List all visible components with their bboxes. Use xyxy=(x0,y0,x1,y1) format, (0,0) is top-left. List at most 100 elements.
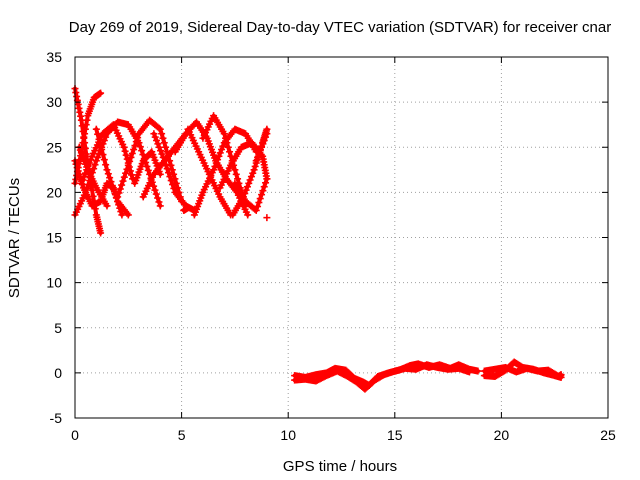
data-point-interp xyxy=(167,177,175,185)
data-point xyxy=(82,188,90,196)
data-point xyxy=(263,214,271,222)
data-point-interp xyxy=(143,162,151,170)
data-point-interp xyxy=(116,185,124,193)
data-point-interp xyxy=(115,189,123,197)
data-point xyxy=(156,170,164,178)
data-point xyxy=(156,202,164,210)
series-arc7 xyxy=(92,125,132,219)
data-point-interp xyxy=(91,161,99,169)
data-point xyxy=(220,130,228,138)
data-point-interp xyxy=(151,133,159,141)
series-arc21 xyxy=(263,214,271,222)
data-point-interp xyxy=(254,202,262,210)
data-point xyxy=(103,202,111,210)
data-point xyxy=(150,130,158,138)
data-point-interp xyxy=(259,187,267,195)
chart-title: Day 269 of 2019, Sidereal Day-to-day VTE… xyxy=(69,19,611,36)
data-point xyxy=(124,211,132,219)
series-arc19 xyxy=(252,130,271,165)
data-point-interp xyxy=(106,174,114,182)
data-point-interp xyxy=(132,138,140,146)
x-tick-label: 0 xyxy=(71,427,79,443)
data-point-interp xyxy=(162,143,170,151)
data-point-interp xyxy=(151,186,159,194)
data-point xyxy=(120,143,128,151)
data-point-interp xyxy=(159,134,167,142)
data-point-interp xyxy=(118,181,126,189)
data-point-interp xyxy=(258,191,266,199)
data-point-interp xyxy=(84,162,92,170)
y-axis-label: SDTVAR / TECUs xyxy=(6,178,23,298)
data-point-interp xyxy=(256,195,264,203)
data-point-interp xyxy=(104,170,112,178)
data-point-interp xyxy=(247,173,255,181)
data-point xyxy=(97,229,105,237)
data-point-interp xyxy=(79,176,87,184)
axis-ticks: 0 5 10 15 20 25 -5 0 5 10 15 20 25 30 35 xyxy=(46,49,616,443)
data-point-interp xyxy=(218,146,226,154)
data-point-interp xyxy=(80,173,88,181)
data-point xyxy=(263,130,271,138)
data-point-interp xyxy=(255,199,263,207)
x-tick-label: 5 xyxy=(178,427,186,443)
plot-frame xyxy=(74,56,609,419)
data-point-interp xyxy=(100,156,108,164)
data-point-interp xyxy=(96,140,104,148)
data-point xyxy=(118,211,126,219)
data-point-interp xyxy=(110,186,118,194)
data-point-interp xyxy=(163,165,171,173)
y-tick-label: 25 xyxy=(46,139,62,155)
data-point-interp xyxy=(127,153,135,161)
y-tick-label: 35 xyxy=(46,49,62,65)
data-point-interp xyxy=(260,136,268,144)
data-point-interp xyxy=(219,142,227,150)
data-point-interp xyxy=(154,194,162,202)
data-point-interp xyxy=(258,143,266,151)
data-point-interp xyxy=(83,166,91,174)
data-point-interp xyxy=(256,147,264,155)
data-point xyxy=(92,157,100,165)
data-point-interp xyxy=(120,173,128,181)
series-arc20 xyxy=(180,204,192,214)
data-point-interp xyxy=(214,156,222,164)
x-tick-label: 10 xyxy=(280,427,296,443)
data-point-interp xyxy=(157,147,165,155)
data-point xyxy=(210,166,218,174)
x-tick-label: 20 xyxy=(494,427,510,443)
data-point-interp xyxy=(222,134,230,142)
data-point xyxy=(244,211,252,219)
data-point-interp xyxy=(126,157,134,165)
data-point xyxy=(557,371,565,379)
data-point-interp xyxy=(260,183,268,191)
data-point-interp xyxy=(160,139,168,147)
data-point-interp xyxy=(216,149,224,157)
data-point xyxy=(103,166,111,174)
data-point-interp xyxy=(84,180,92,188)
data-point-interp xyxy=(170,184,178,192)
data-point-interp xyxy=(127,171,135,179)
series-low4 xyxy=(480,363,565,380)
data-point-interp xyxy=(166,173,174,181)
data-point xyxy=(184,204,192,212)
data-point xyxy=(474,367,482,375)
data-point-interp xyxy=(154,140,162,148)
y-tick-label: 20 xyxy=(46,184,62,200)
y-tick-label: 10 xyxy=(46,275,62,291)
data-point-interp xyxy=(85,159,93,167)
data-point-interp xyxy=(170,170,178,178)
data-point xyxy=(161,157,169,165)
data-point-interp xyxy=(130,146,138,154)
data-point xyxy=(92,125,100,133)
data-point-interp xyxy=(255,150,263,158)
data-point-interp xyxy=(212,159,220,167)
data-point xyxy=(252,206,260,214)
data-point xyxy=(156,125,164,133)
data-point-interp xyxy=(168,166,176,174)
data-point-interp xyxy=(158,150,166,158)
x-tick-label: 15 xyxy=(387,427,403,443)
data-point-interp xyxy=(122,151,130,159)
data-point-interp xyxy=(242,186,250,194)
data-point-interp xyxy=(159,153,167,161)
data-point-interp xyxy=(128,149,136,157)
